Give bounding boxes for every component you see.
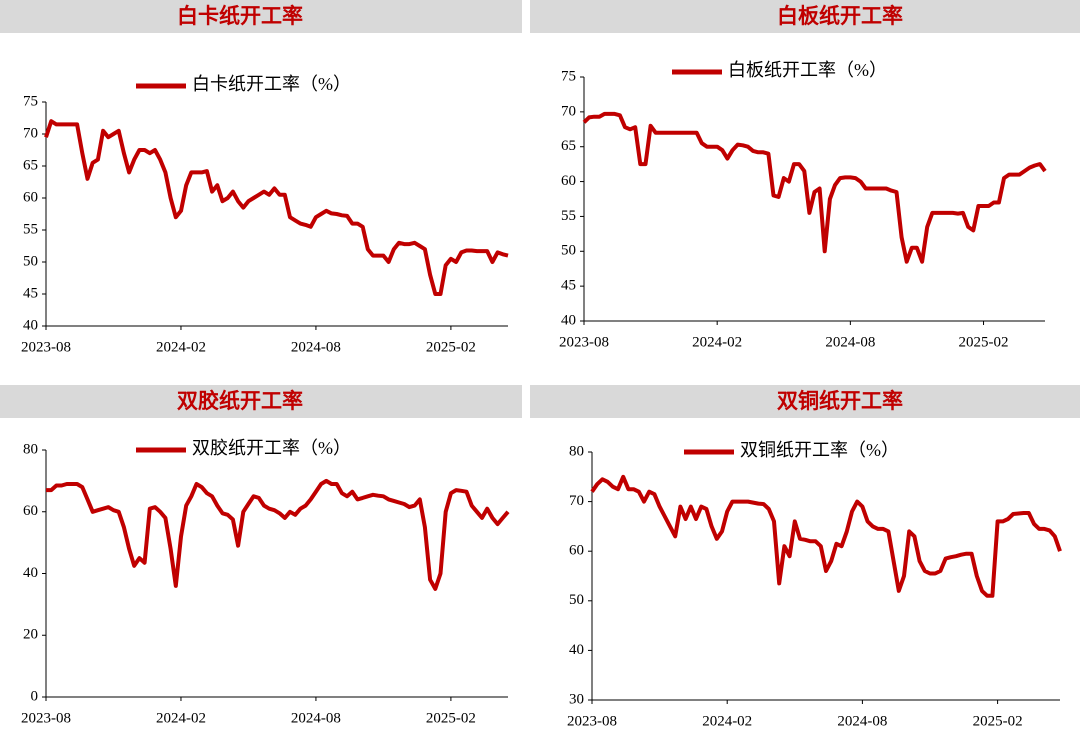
y-tick-label: 65 (561, 138, 576, 154)
x-tick-label: 2024-08 (837, 713, 887, 729)
x-tick-label: 2024-02 (692, 334, 742, 350)
y-tick-label: 75 (561, 68, 576, 84)
y-tick-label: 70 (23, 125, 38, 141)
x-tick-label: 2025-02 (426, 339, 476, 355)
x-tick-label: 2024-02 (156, 339, 206, 355)
legend-label: 白板纸开工率（%） (728, 60, 887, 80)
x-tick-label: 2024-02 (702, 713, 752, 729)
y-tick-label: 45 (561, 278, 576, 294)
y-tick-label: 30 (569, 691, 584, 707)
y-tick-label: 60 (23, 189, 38, 205)
x-tick-label: 2024-02 (156, 710, 206, 726)
header-bar (0, 0, 522, 33)
y-tick-label: 20 (23, 627, 38, 643)
x-tick-label: 2024-08 (291, 339, 341, 355)
legend-label: 双铜纸开工率（%） (740, 440, 899, 460)
data-line (46, 478, 510, 591)
y-tick-label: 50 (23, 253, 38, 269)
x-tick-label: 2023-08 (21, 710, 71, 726)
legend-label: 双胶纸开工率（%） (192, 438, 351, 458)
y-tick-label: 60 (569, 543, 584, 559)
x-tick-label: 2024-08 (291, 710, 341, 726)
y-tick-label: 70 (569, 493, 584, 509)
y-tick-label: 75 (23, 93, 38, 109)
x-tick-label: 2025-02 (426, 710, 476, 726)
y-tick-label: 50 (569, 592, 584, 608)
x-tick-label: 2023-08 (559, 334, 609, 350)
data-line (590, 474, 1062, 598)
y-tick-label: 40 (23, 317, 38, 333)
x-tick-label: 2023-08 (21, 339, 71, 355)
y-tick-label: 0 (31, 688, 39, 704)
chart-title: 白卡纸开工率 (177, 4, 303, 28)
header-bar (0, 385, 522, 418)
y-tick-label: 55 (561, 208, 576, 224)
chart-title: 白板纸开工率 (777, 4, 903, 28)
y-tick-label: 60 (23, 503, 38, 519)
header-bar (530, 385, 1080, 418)
y-tick-label: 40 (569, 642, 584, 658)
x-tick-label: 2023-08 (567, 713, 617, 729)
y-tick-label: 65 (23, 157, 38, 173)
y-tick-label: 80 (569, 443, 584, 459)
x-tick-label: 2025-02 (973, 713, 1023, 729)
y-tick-label: 45 (23, 285, 38, 301)
x-tick-label: 2025-02 (959, 334, 1009, 350)
y-tick-label: 60 (561, 173, 576, 189)
x-tick-label: 2024-08 (825, 334, 875, 350)
chart-title: 双胶纸开工率 (177, 389, 303, 413)
y-tick-label: 40 (23, 565, 38, 581)
y-tick-label: 50 (561, 243, 576, 259)
data-line (44, 119, 509, 296)
y-tick-label: 55 (23, 221, 38, 237)
legend-label: 白卡纸开工率（%） (192, 74, 351, 94)
header-bar (530, 0, 1080, 33)
y-tick-label: 80 (23, 441, 38, 457)
y-tick-label: 70 (561, 103, 576, 119)
y-tick-label: 40 (561, 312, 576, 328)
data-line (582, 111, 1047, 264)
chart-title: 双铜纸开工率 (777, 389, 903, 413)
